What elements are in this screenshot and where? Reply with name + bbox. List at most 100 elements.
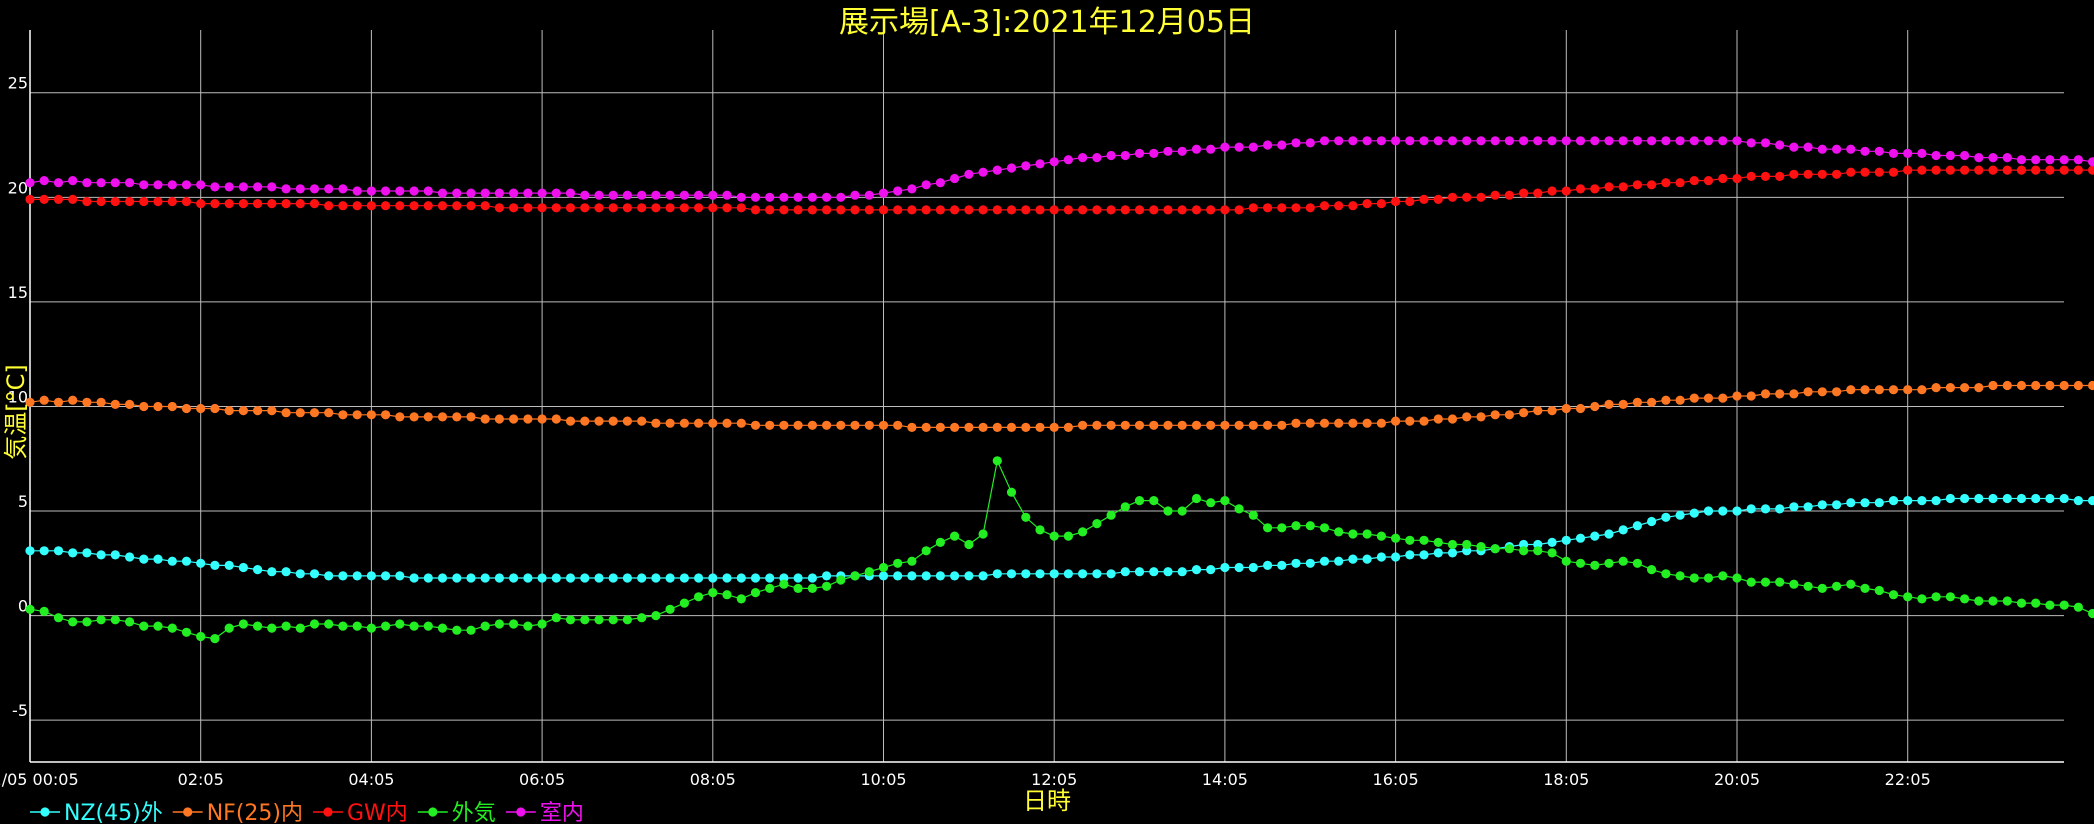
data-point	[423, 621, 433, 631]
data-point	[665, 190, 675, 200]
data-point	[665, 418, 675, 428]
data-point	[466, 201, 476, 211]
data-point	[523, 414, 533, 424]
data-point	[466, 573, 476, 583]
legend-swatch-dot	[323, 807, 333, 817]
data-point	[68, 395, 78, 405]
data-point	[1348, 418, 1358, 428]
data-point	[1618, 556, 1628, 566]
data-point	[1476, 136, 1486, 146]
data-point	[950, 571, 960, 581]
data-point	[1547, 186, 1557, 196]
data-point	[494, 573, 504, 583]
data-point	[1263, 203, 1273, 213]
data-point	[1846, 167, 1856, 177]
data-point	[1775, 389, 1785, 399]
data-point	[1632, 136, 1642, 146]
data-point	[822, 581, 832, 591]
data-point	[1092, 569, 1102, 579]
data-point	[1206, 420, 1216, 430]
data-point	[708, 573, 718, 583]
data-point	[508, 573, 519, 583]
data-point	[1206, 565, 1216, 575]
data-point	[1675, 136, 1685, 146]
data-point	[1689, 573, 1699, 583]
x-tick-label: 10:05	[860, 770, 906, 789]
data-point	[1376, 136, 1386, 146]
data-point	[637, 573, 647, 583]
data-point	[110, 196, 120, 207]
data-point	[964, 205, 974, 215]
legend-label: GW内	[347, 801, 408, 824]
data-point	[1561, 403, 1571, 414]
data-point	[1078, 569, 1088, 579]
data-point	[1263, 560, 1273, 571]
data-point	[978, 167, 988, 177]
data-point	[992, 165, 1002, 175]
data-point	[1006, 163, 1017, 173]
data-point	[2016, 155, 2027, 165]
data-point	[694, 573, 704, 583]
data-point	[125, 196, 135, 207]
data-point	[1319, 556, 1330, 566]
data-point	[1604, 399, 1614, 409]
data-point	[1177, 146, 1187, 156]
data-point	[1220, 205, 1230, 215]
data-point	[1860, 385, 1870, 395]
data-point	[736, 192, 746, 202]
data-point	[850, 571, 860, 581]
data-point	[1490, 190, 1500, 200]
data-point	[523, 621, 533, 631]
data-point	[765, 205, 775, 215]
data-point	[1490, 544, 1500, 554]
data-point	[950, 531, 960, 541]
data-point	[736, 573, 746, 583]
data-point	[1220, 420, 1230, 430]
data-point	[1689, 136, 1699, 146]
y-tick-label: 10	[8, 387, 28, 406]
data-point	[1447, 414, 1458, 424]
series-1	[25, 493, 2094, 583]
data-point	[1433, 414, 1443, 424]
data-point	[565, 188, 576, 198]
data-point	[1703, 136, 1714, 146]
data-point	[765, 420, 775, 430]
data-point	[651, 190, 661, 200]
data-point	[1547, 537, 1557, 548]
data-point	[1106, 205, 1116, 215]
data-point	[1419, 550, 1429, 560]
data-point	[466, 412, 476, 422]
data-point	[1134, 496, 1145, 506]
data-point	[1234, 142, 1244, 152]
data-point	[338, 184, 348, 194]
data-point	[580, 615, 590, 625]
data-point	[708, 190, 718, 200]
data-point	[1063, 205, 1073, 215]
data-point	[1476, 192, 1486, 202]
data-point	[1945, 165, 1955, 175]
data-point	[1874, 385, 1884, 395]
legend-swatch-dot	[183, 807, 193, 817]
data-point	[25, 397, 35, 407]
data-point	[324, 184, 334, 194]
y-tick-labels: -5 0 5 10 15 20 25	[8, 74, 28, 720]
data-point	[1092, 153, 1102, 163]
data-point	[494, 203, 504, 213]
data-point	[1163, 205, 1173, 215]
data-point	[708, 418, 718, 428]
data-point	[1391, 533, 1401, 543]
data-point	[665, 203, 675, 213]
data-point	[1049, 205, 1059, 215]
data-point	[366, 201, 376, 211]
data-point	[594, 190, 604, 200]
x-tick-label: 04:05	[348, 770, 394, 789]
y-tick-label: 15	[8, 283, 28, 302]
data-point	[1362, 199, 1372, 209]
data-point	[1803, 142, 1813, 152]
data-point	[267, 406, 277, 416]
x-tick-label: 22:05	[1885, 770, 1931, 789]
data-point	[1049, 422, 1059, 432]
data-point	[807, 205, 818, 215]
data-point	[1775, 577, 1785, 587]
data-point	[1447, 136, 1458, 146]
